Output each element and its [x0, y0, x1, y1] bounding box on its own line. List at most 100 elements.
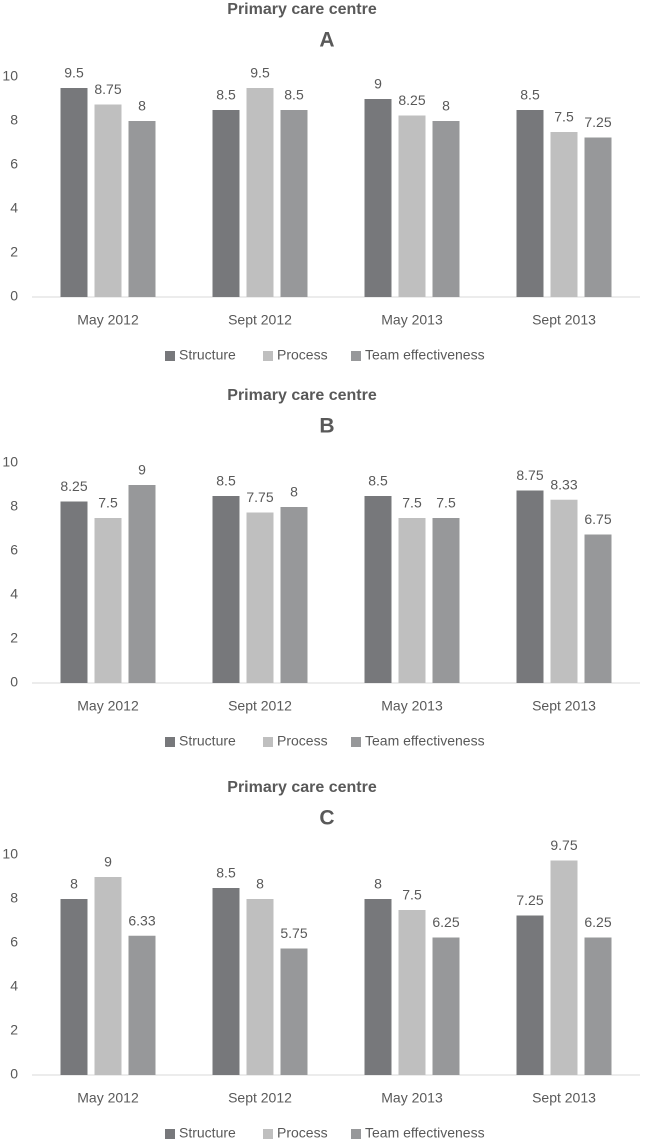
bar — [246, 88, 274, 297]
bar — [128, 485, 156, 683]
legend-label: Structure — [179, 1125, 236, 1139]
bar — [280, 507, 308, 683]
y-tick-label: 4 — [10, 200, 18, 216]
bar — [60, 501, 88, 683]
bar — [94, 104, 122, 297]
y-tick-label: 4 — [10, 978, 18, 994]
value-label: 6.25 — [432, 914, 459, 930]
bar — [584, 937, 612, 1075]
bar — [398, 518, 426, 683]
x-tick-label: May 2013 — [381, 312, 443, 328]
legend-swatch — [351, 737, 361, 747]
legend-swatch — [351, 351, 361, 361]
y-tick-label: 8 — [10, 498, 18, 514]
bar — [364, 899, 392, 1075]
bar — [280, 948, 308, 1075]
bar — [60, 88, 88, 297]
value-label: 9 — [104, 854, 112, 870]
legend-swatch — [351, 1129, 361, 1139]
value-label: 8 — [442, 98, 450, 114]
value-label: 8 — [290, 484, 298, 500]
x-tick-label: Sept 2012 — [228, 312, 292, 328]
bar — [94, 518, 122, 683]
value-label: 7.25 — [584, 114, 611, 130]
bar — [398, 115, 426, 297]
x-tick-label: Sept 2012 — [228, 1090, 292, 1106]
legend-label: Structure — [179, 347, 236, 363]
x-tick-label: May 2012 — [77, 698, 139, 714]
bar — [212, 110, 240, 297]
value-label: 8.5 — [368, 473, 388, 489]
x-tick-label: May 2012 — [77, 1090, 139, 1106]
y-tick-label: 6 — [10, 156, 18, 172]
y-tick-label: 0 — [10, 1066, 18, 1082]
chart-title: Primary care centre — [227, 779, 377, 796]
value-label: 7.25 — [516, 892, 543, 908]
value-label: 8.75 — [94, 81, 121, 97]
y-tick-label: 2 — [10, 630, 18, 646]
legend-swatch — [165, 351, 175, 361]
value-label: 6.33 — [128, 912, 155, 928]
chart-subtitle: B — [319, 415, 334, 438]
chart-title: Primary care centre — [227, 1, 377, 18]
value-label: 8 — [256, 876, 264, 892]
y-tick-label: 8 — [10, 112, 18, 128]
legend-swatch — [165, 737, 175, 747]
value-label: 8.25 — [398, 92, 425, 108]
x-tick-label: Sept 2013 — [532, 698, 596, 714]
value-label: 7.5 — [402, 887, 422, 903]
value-label: 5.75 — [280, 925, 307, 941]
y-tick-label: 2 — [10, 1022, 18, 1038]
y-tick-label: 0 — [10, 674, 18, 690]
chart-title: Primary care centre — [227, 387, 377, 404]
legend-swatch — [165, 1129, 175, 1139]
value-label: 8.5 — [284, 87, 304, 103]
value-label: 8.25 — [60, 478, 87, 494]
value-label: 8.5 — [216, 865, 236, 881]
value-label: 9 — [374, 76, 382, 92]
bar — [398, 910, 426, 1075]
x-tick-label: Sept 2012 — [228, 698, 292, 714]
chart-subtitle: C — [319, 807, 334, 830]
bar — [212, 888, 240, 1075]
x-tick-label: May 2013 — [381, 698, 443, 714]
value-label: 8.75 — [516, 467, 543, 483]
value-label: 8 — [138, 98, 146, 114]
value-label: 9 — [138, 462, 146, 478]
bar — [212, 496, 240, 683]
legend-label: Process — [277, 1125, 328, 1139]
bar — [550, 499, 578, 683]
bar — [246, 899, 274, 1075]
legend-label: Team effectiveness — [365, 347, 485, 363]
bar — [516, 110, 544, 297]
value-label: 8.33 — [550, 476, 577, 492]
value-label: 7.5 — [402, 495, 422, 511]
value-label: 9.5 — [64, 65, 84, 81]
bar — [94, 877, 122, 1075]
legend-swatch — [263, 1129, 273, 1139]
x-tick-label: May 2012 — [77, 312, 139, 328]
y-tick-label: 6 — [10, 934, 18, 950]
value-label: 7.5 — [436, 495, 456, 511]
legend-label: Team effectiveness — [365, 1125, 485, 1139]
value-label: 7.5 — [98, 495, 118, 511]
value-label: 8.5 — [520, 87, 540, 103]
bar — [128, 935, 156, 1075]
value-label: 8.5 — [216, 87, 236, 103]
bar — [584, 534, 612, 683]
legend-label: Process — [277, 347, 328, 363]
bar — [516, 915, 544, 1075]
bar — [280, 110, 308, 297]
y-tick-label: 8 — [10, 890, 18, 906]
y-tick-label: 10 — [2, 454, 18, 470]
value-label: 8 — [374, 876, 382, 892]
x-tick-label: May 2013 — [381, 1090, 443, 1106]
legend-label: Team effectiveness — [365, 733, 485, 749]
legend-label: Structure — [179, 733, 236, 749]
value-label: 9.5 — [250, 65, 270, 81]
bar — [550, 860, 578, 1075]
chart-subtitle: A — [319, 29, 334, 52]
y-tick-label: 4 — [10, 586, 18, 602]
bar — [432, 518, 460, 683]
